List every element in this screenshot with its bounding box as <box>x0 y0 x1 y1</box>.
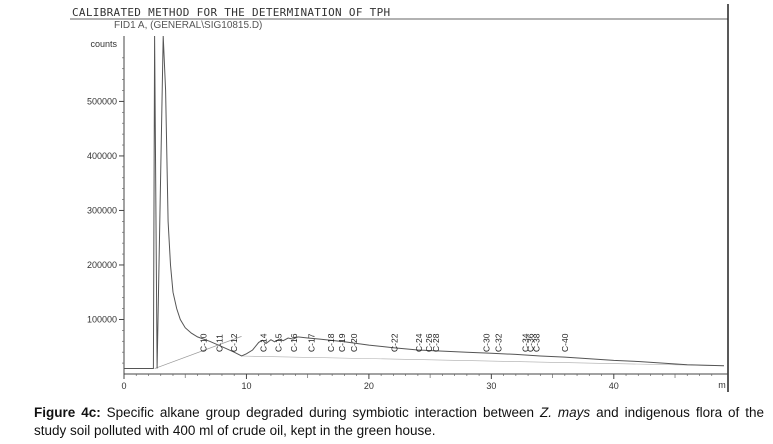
baseline-connector <box>241 355 725 367</box>
peak-label: C-18 <box>326 333 336 352</box>
peak-label: C-11 <box>215 334 225 352</box>
x-tick-label: 0 <box>121 381 126 391</box>
x-unit-label: m <box>718 380 726 390</box>
peak-label: C-14 <box>259 333 269 352</box>
signal-name: FID1 A, (GENERAL\SIG10815.D) <box>114 20 263 31</box>
y-tick-label: 200000 <box>87 260 117 270</box>
chromatogram-trace <box>124 35 725 369</box>
x-ticks: 0 10 20 30 40 <box>121 374 713 391</box>
y-tick-label: 100000 <box>87 314 117 324</box>
peak-connector-lines <box>154 336 725 369</box>
peak-label: C-26 <box>424 333 434 352</box>
peak-label: C-19 <box>337 333 347 352</box>
figure-caption: Figure 4c: Specific alkane group degrade… <box>34 404 764 440</box>
peak-label: C-12 <box>229 333 239 352</box>
y-axis-label: counts <box>90 39 117 49</box>
baseline-connector <box>154 336 242 369</box>
peak-label: C-36 <box>526 333 536 352</box>
peak-label: C-20 <box>349 333 359 352</box>
peak-label: C-28 <box>431 333 441 352</box>
y-tick-label: 400000 <box>87 151 117 161</box>
peak-label: C-32 <box>494 333 504 352</box>
peak-label: C-38 <box>532 333 542 352</box>
peak-label: C-17 <box>306 333 316 352</box>
y-tick-label: 300000 <box>87 205 117 215</box>
peak-labels: C-10 C-11 C-12 C-14 C-15 C-16 C-17 C-18 C-19 C-20… <box>199 333 570 352</box>
peak-label: C-10 <box>199 333 209 352</box>
x-tick-label: 20 <box>364 381 374 391</box>
chromatogram-chart: counts m 100000200000300000400000500000 … <box>70 4 729 392</box>
caption-text-2: and indigenous flora of the study soil p… <box>34 405 764 438</box>
peak-label: C-15 <box>273 333 283 352</box>
caption-label: Figure 4c: <box>34 405 101 420</box>
peak-label: C-30 <box>481 333 491 352</box>
peak-label: C-16 <box>289 333 299 352</box>
method-title: CALIBRATED METHOD FOR THE DETERMINATION … <box>72 6 391 19</box>
x-tick-label: 40 <box>609 381 619 391</box>
caption-species: Z. mays <box>539 405 591 420</box>
peak-label: C-34 <box>521 333 531 352</box>
peak-label: C-24 <box>414 333 424 352</box>
y-ticks: 100000 200000 300000 400000 500000 <box>87 57 124 364</box>
x-tick-label: 10 <box>241 381 251 391</box>
x-tick-label: 30 <box>486 381 496 391</box>
peak-label: C-40 <box>560 333 570 352</box>
caption-text-1: Specific alkane group degraded during sy… <box>100 405 540 420</box>
y-tick-label: 500000 <box>87 96 117 106</box>
peak-label: C-22 <box>390 333 400 352</box>
